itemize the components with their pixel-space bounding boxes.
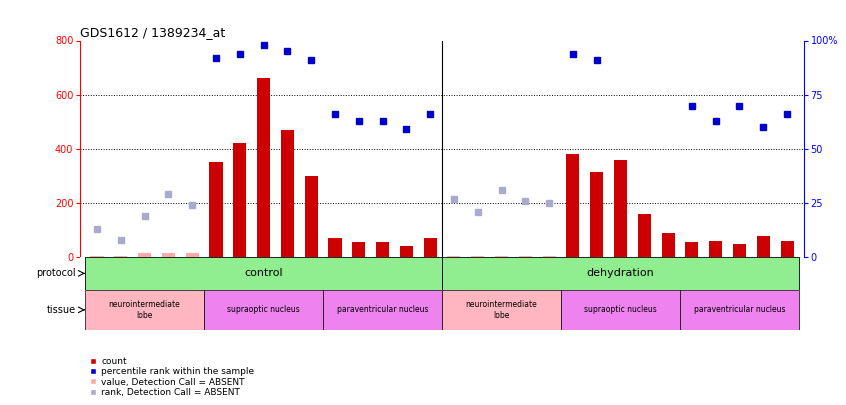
- Bar: [204, 290, 323, 330]
- Bar: [376, 242, 389, 257]
- Bar: [85, 257, 442, 290]
- Bar: [424, 238, 437, 257]
- Bar: [680, 290, 799, 330]
- Bar: [662, 233, 674, 257]
- Bar: [91, 256, 103, 257]
- Bar: [328, 238, 342, 257]
- Bar: [685, 242, 699, 257]
- Bar: [519, 256, 532, 257]
- Bar: [566, 154, 580, 257]
- Bar: [709, 241, 722, 257]
- Text: neurointermediate
lobe: neurointermediate lobe: [465, 300, 537, 320]
- Text: protocol: protocol: [36, 269, 76, 278]
- Text: neurointermediate
lobe: neurointermediate lobe: [109, 300, 180, 320]
- Bar: [281, 130, 294, 257]
- Text: GDS1612 / 1389234_at: GDS1612 / 1389234_at: [80, 26, 226, 39]
- Bar: [495, 256, 508, 257]
- Bar: [591, 172, 603, 257]
- Bar: [162, 253, 175, 257]
- Text: supraoptic nucleus: supraoptic nucleus: [584, 305, 656, 314]
- Text: paraventricular nucleus: paraventricular nucleus: [337, 305, 428, 314]
- Bar: [210, 162, 222, 257]
- Bar: [442, 290, 561, 330]
- Bar: [85, 290, 204, 330]
- Bar: [542, 256, 556, 257]
- Text: supraoptic nucleus: supraoptic nucleus: [228, 305, 300, 314]
- Bar: [400, 246, 413, 257]
- Bar: [305, 176, 318, 257]
- Bar: [614, 160, 627, 257]
- Bar: [448, 256, 460, 257]
- Text: control: control: [244, 269, 283, 278]
- Text: paraventricular nucleus: paraventricular nucleus: [694, 305, 785, 314]
- Bar: [352, 242, 365, 257]
- Text: dehydration: dehydration: [586, 269, 654, 278]
- Bar: [138, 253, 151, 257]
- Text: tissue: tissue: [47, 305, 76, 315]
- Bar: [233, 143, 246, 257]
- Bar: [185, 253, 199, 257]
- Bar: [114, 256, 128, 257]
- Legend: count, percentile rank within the sample, value, Detection Call = ABSENT, rank, : count, percentile rank within the sample…: [85, 353, 258, 401]
- Bar: [257, 79, 270, 257]
- Bar: [781, 241, 794, 257]
- Bar: [756, 236, 770, 257]
- Bar: [323, 290, 442, 330]
- Bar: [638, 214, 651, 257]
- Bar: [733, 244, 746, 257]
- Bar: [471, 256, 484, 257]
- Bar: [442, 257, 799, 290]
- Bar: [561, 290, 680, 330]
